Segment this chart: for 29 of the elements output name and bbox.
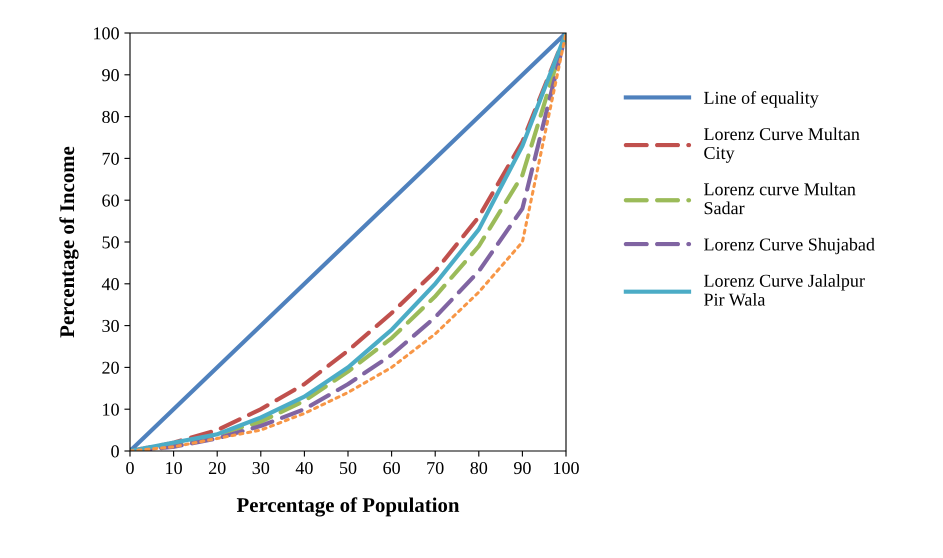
y-tick-label: 90: [102, 69, 119, 82]
y-axis-title: Percentage of Income: [59, 146, 79, 338]
x-tick-label: 0: [126, 462, 134, 474]
x-tick-label: 100: [554, 462, 579, 474]
y-tick-label: 70: [102, 152, 119, 165]
y-tick-label: 30: [102, 320, 119, 332]
x-tick-label: 30: [252, 462, 270, 474]
x-tick-label: 50: [340, 462, 356, 474]
x-tick-label: 80: [470, 462, 488, 474]
x-tick-label: 10: [166, 462, 182, 474]
legend-label: Line of equality: [704, 91, 819, 108]
y-tick-label: 10: [103, 403, 119, 416]
y-tick-label: 0: [111, 445, 119, 458]
legend-label: Lorenz curve Multan Sadar: [704, 182, 856, 214]
x-tick-label: 70: [427, 462, 444, 474]
legend-label: Lorenz Curve Shujabad: [704, 238, 875, 254]
x-axis-title: Percentage of Population: [236, 497, 460, 517]
x-tick-label: 40: [296, 462, 313, 474]
y-tick-label: 20: [102, 362, 119, 374]
x-tick-label: 20: [208, 462, 226, 474]
y-tick-label: 50: [102, 236, 119, 248]
x-tick-label: 90: [514, 462, 531, 474]
y-tick-label: 40: [102, 278, 119, 290]
legend-label: Lorenz Curve Multan City: [704, 127, 860, 163]
legend-label: Lorenz Curve Jalalpur Pir Wala: [704, 274, 865, 306]
y-tick-label: 60: [102, 194, 119, 207]
y-tick-label: 80: [102, 110, 119, 124]
x-tick-label: 60: [383, 462, 400, 474]
y-tick-label: 100: [94, 27, 119, 40]
